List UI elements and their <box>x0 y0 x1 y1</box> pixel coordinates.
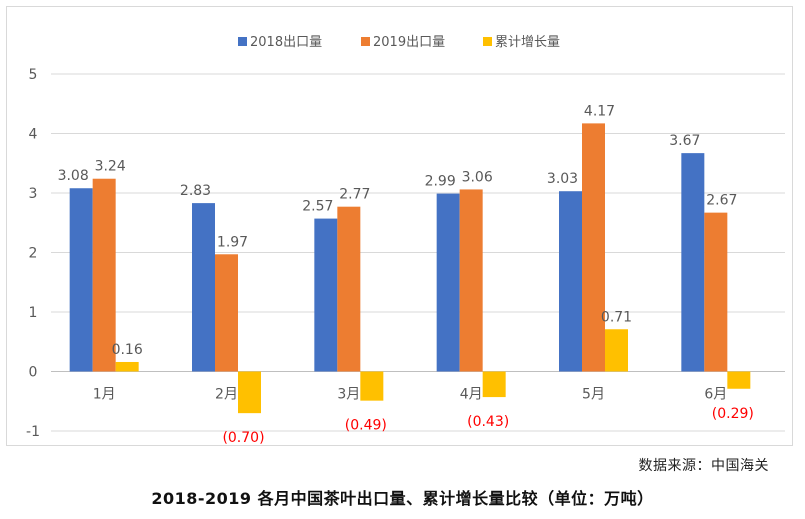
data-label: (0.43) <box>467 414 509 430</box>
category-label: 1月 <box>93 387 116 403</box>
data-label: 3.24 <box>95 159 126 175</box>
category-label: 2月 <box>215 387 238 403</box>
category-label: 3月 <box>337 387 360 403</box>
category-label: 4月 <box>460 387 483 403</box>
legend-swatch <box>361 37 370 46</box>
chart-frame: -1 0 1 2 3 4 5 2018出口量 2019出口量 累计增长量 3.08 3.24 0.16 1… <box>6 6 793 446</box>
legend-label: 2019出口量 <box>373 35 445 50</box>
data-label: 4.17 <box>584 103 615 119</box>
bar <box>215 254 238 372</box>
data-label: (0.70) <box>222 430 264 446</box>
bar <box>582 123 605 372</box>
data-label: 2.83 <box>180 183 211 199</box>
legend-label: 2018出口量 <box>250 35 322 50</box>
y-tick-label: -1 <box>26 424 40 440</box>
data-label: 1.97 <box>217 234 248 250</box>
data-label: 3.67 <box>669 133 700 149</box>
data-label: 2.77 <box>339 187 370 203</box>
bar <box>605 329 628 372</box>
data-label: 3.03 <box>547 171 578 187</box>
legend-swatch <box>483 37 492 46</box>
bar <box>727 371 751 389</box>
y-tick-label: 4 <box>29 127 38 143</box>
bar <box>436 193 460 372</box>
y-tick-label: 0 <box>29 365 38 381</box>
data-label: 2.57 <box>302 199 333 215</box>
bar <box>192 203 215 372</box>
bar <box>681 153 705 372</box>
data-label: 2.67 <box>706 193 737 209</box>
category-label: 6月 <box>704 387 727 403</box>
data-label: (0.49) <box>345 418 387 434</box>
bar <box>704 212 728 372</box>
bar <box>314 218 338 372</box>
data-label: 3.06 <box>462 169 493 185</box>
source-note: 数据来源：中国海关 <box>638 458 769 474</box>
legend-label: 累计增长量 <box>495 35 560 50</box>
bar-chart: -1 0 1 2 3 4 5 2018出口量 2019出口量 累计增长量 3.08 3.24 0.16 1… <box>26 35 785 446</box>
bar <box>69 188 93 372</box>
category-label: 5月 <box>582 387 605 403</box>
bar <box>360 371 384 401</box>
y-tick-label: 3 <box>29 186 38 202</box>
y-tick-label: 1 <box>29 305 38 321</box>
data-label: 2.99 <box>425 174 456 190</box>
data-label: 0.16 <box>112 342 143 358</box>
data-label: (0.29) <box>712 406 754 422</box>
bar <box>92 178 116 372</box>
bar <box>482 371 506 398</box>
data-label: 0.71 <box>601 309 632 325</box>
bar <box>459 189 483 372</box>
bar <box>337 206 361 372</box>
bar <box>238 371 261 414</box>
bar <box>559 191 582 372</box>
y-tick-label: 5 <box>29 67 38 83</box>
bar <box>115 361 139 372</box>
legend-swatch <box>238 37 247 46</box>
data-label: 3.08 <box>58 168 89 184</box>
y-tick-label: 2 <box>29 246 38 262</box>
chart-caption: 2018-2019 各月中国茶叶出口量、累计增长量比较（单位：万吨） <box>151 489 654 508</box>
